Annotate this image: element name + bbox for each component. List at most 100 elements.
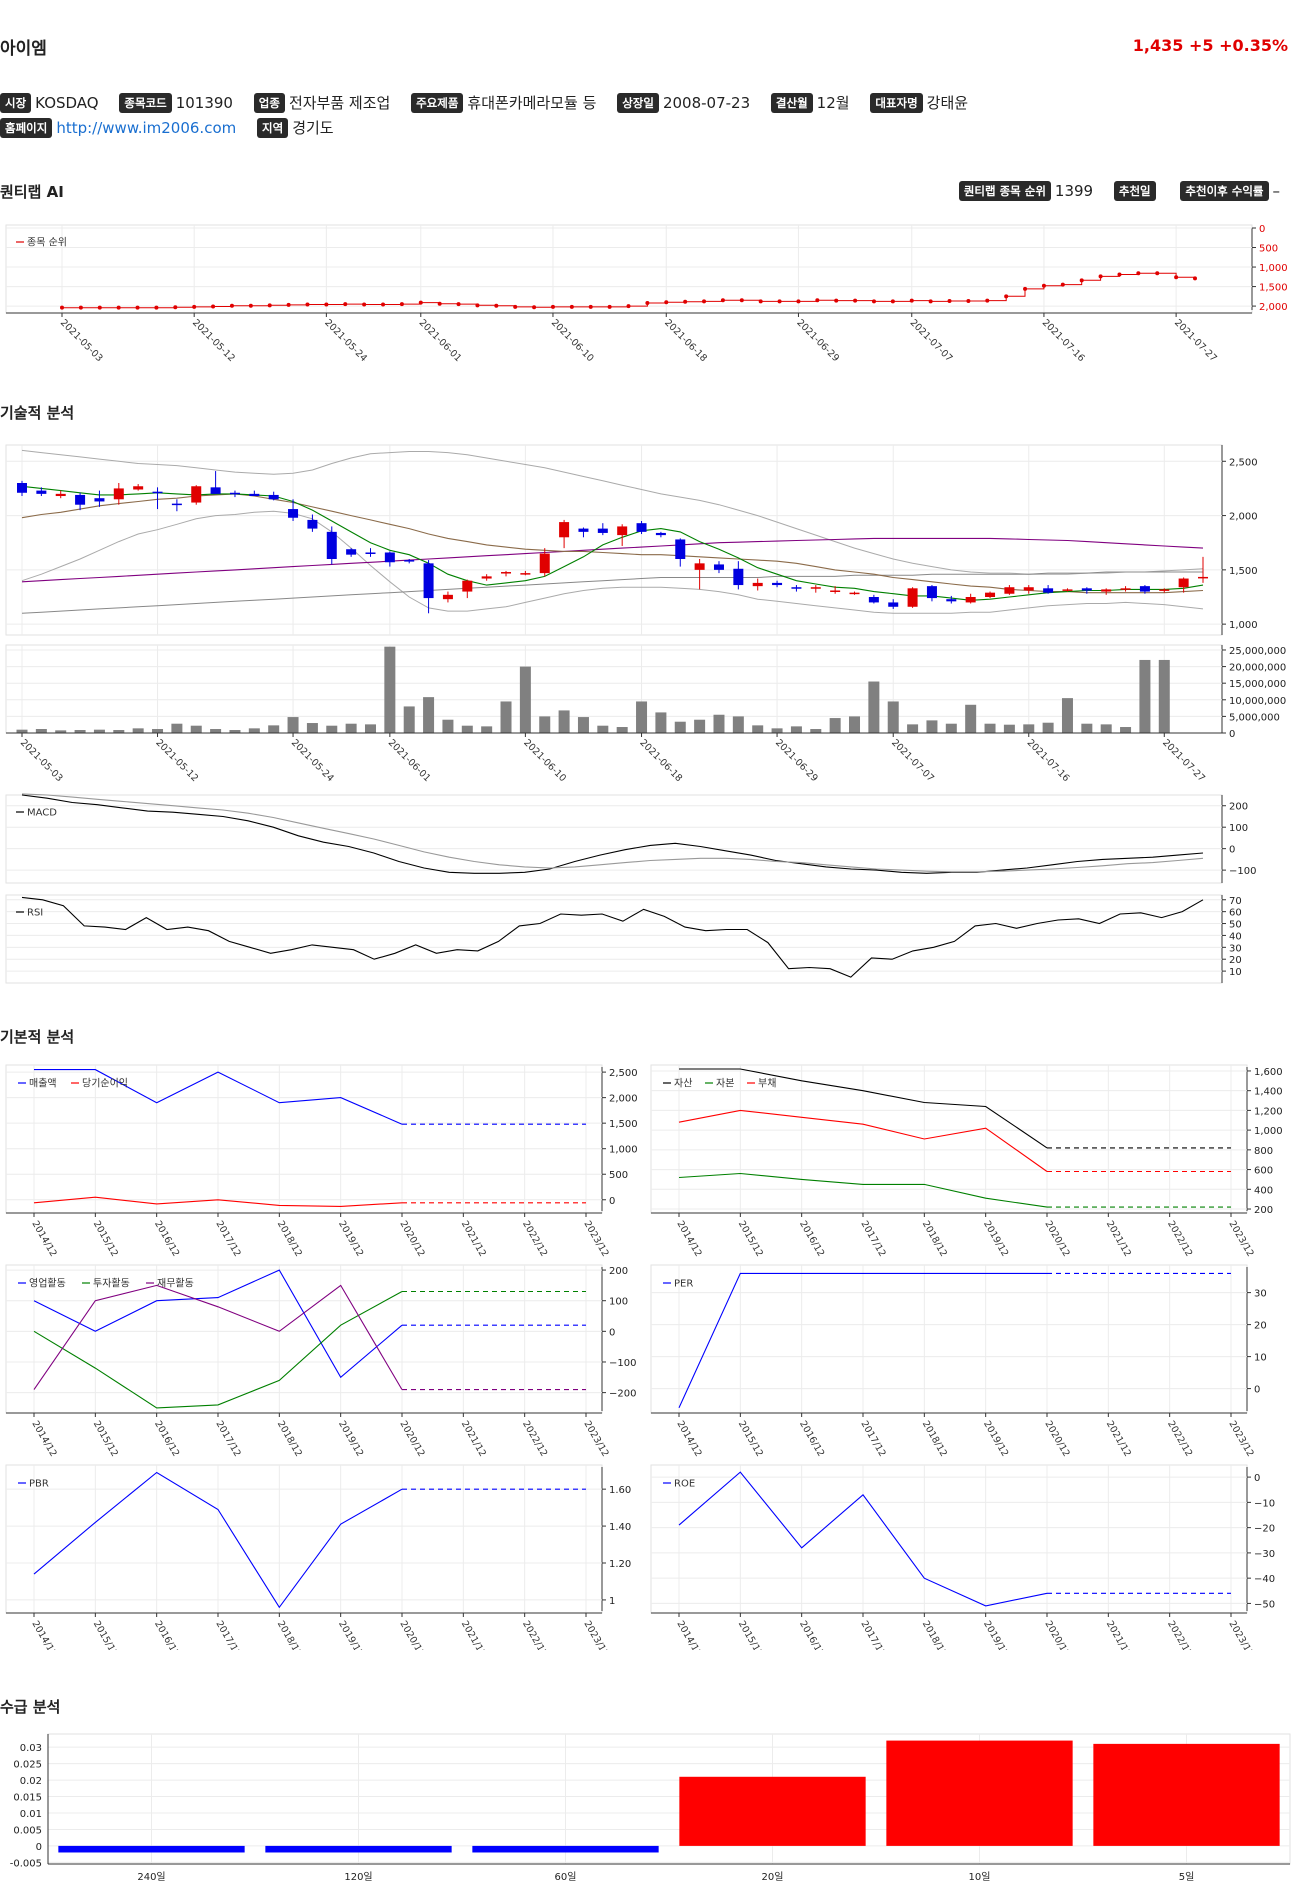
ai-rank-point: [853, 298, 858, 303]
ai-rank-point: [154, 305, 159, 310]
candle-body: [1062, 589, 1073, 591]
roe-y-tick-label: 0: [1254, 1473, 1260, 1484]
candle-body: [868, 597, 879, 603]
ai-rank-point: [286, 302, 291, 307]
pbr-x-label: 2023/12: [581, 1619, 610, 1650]
balance-x-label: 2023/12: [1226, 1219, 1255, 1259]
rec-return-value: –: [1272, 182, 1281, 200]
candle-body: [655, 532, 666, 536]
volume-y-tick-label: 20,000,000: [1229, 663, 1286, 674]
volume-bar: [423, 697, 435, 733]
candle-body: [791, 587, 802, 589]
volume-x-date-label: 2021-07-07: [889, 737, 936, 784]
supply-x-label: 60일: [555, 1871, 577, 1883]
homepage-link[interactable]: http://www.im2006.com: [56, 119, 237, 137]
per-legend-label: PER: [674, 1279, 693, 1290]
candle-body: [288, 509, 299, 518]
ai-rank-point: [702, 299, 707, 304]
per-x-label: 2017/12: [858, 1419, 887, 1459]
cashflow-x-label: 2014/12: [29, 1419, 58, 1459]
volume-y-tick-label: 5,000,000: [1229, 712, 1280, 723]
ai-rank-point: [1174, 275, 1179, 280]
pbr-y-tick-label: 1.60: [609, 1485, 631, 1496]
ai-rank-y-tick-label: 1,000: [1259, 263, 1288, 274]
rsi-plot-area: [5, 894, 1223, 984]
candle-y-tick-label: 2,500: [1229, 457, 1258, 468]
volume-x-date-label: 2021-05-12: [153, 737, 200, 784]
candle-body: [36, 490, 47, 494]
macd-y-tick-label: 200: [1229, 802, 1248, 813]
balance-x-label: 2021/12: [1104, 1219, 1133, 1259]
supply-y-tick-label: 0.025: [13, 1760, 42, 1771]
rsi-line: [21, 896, 1204, 978]
ai-rank-point: [834, 298, 839, 303]
candle-body: [1004, 587, 1015, 594]
ai-rank-point: [494, 303, 499, 308]
volume-plot-area: [5, 644, 1223, 734]
info-row-2: 홈페이지 http://www.im2006.com 지역 경기도: [0, 117, 350, 138]
volume-bar: [597, 725, 609, 733]
volume-y-tick-label: 25,000,000: [1229, 646, 1286, 657]
candle-body: [849, 592, 860, 595]
cashflow-y-tick-label: 0: [609, 1327, 615, 1338]
cashflow-y-tick-label: −100: [609, 1358, 636, 1369]
ai-rank-point: [532, 305, 537, 310]
per-x-label: 2019/12: [981, 1419, 1010, 1459]
volume-bar: [190, 725, 202, 733]
volume-bar: [229, 730, 241, 733]
supply-bar: [886, 1740, 1073, 1846]
candle-body: [442, 594, 453, 600]
homepage-badge: 홈페이지: [0, 118, 53, 138]
sales-y-tick-label: 1,000: [609, 1145, 638, 1156]
volume-bar: [248, 728, 260, 733]
industry-value: 전자부품 제조업: [288, 94, 391, 112]
candle-body: [326, 531, 337, 559]
code-badge: 종목코드: [119, 93, 172, 113]
rank-badge: 퀀티랩 종목 순위: [958, 181, 1051, 201]
volume-bar: [849, 716, 861, 733]
volume-bar: [1003, 724, 1015, 733]
sales-plot-area: [5, 1064, 603, 1214]
per-series-line-0: [678, 1272, 1047, 1409]
volume-bar: [887, 701, 899, 733]
ai-rank-point: [607, 304, 612, 309]
ai-rank-point: [683, 299, 688, 304]
macd-line-0: [21, 794, 1204, 874]
pbr-x-label: 2016/12: [152, 1619, 181, 1650]
rsi-y-tick-label: 40: [1229, 931, 1242, 942]
ai-x-date-label: 2021-06-18: [662, 317, 709, 364]
ai-x-date-label: 2021-07-16: [1040, 317, 1087, 364]
market-badge: 시장: [0, 93, 32, 113]
roe-x-label: 2023/12: [1226, 1619, 1255, 1650]
candle-body: [733, 568, 744, 586]
volume-x-date-label: 2021-07-16: [1025, 737, 1072, 784]
balance-x-label: 2016/12: [797, 1219, 826, 1259]
volume-bar: [1139, 659, 1151, 733]
ai-rank-y-tick-label: 1,500: [1259, 283, 1288, 294]
rsi-y-tick-label: 50: [1229, 920, 1242, 931]
candle-body: [229, 492, 240, 495]
balance-x-label: 2018/12: [920, 1219, 949, 1259]
volume-bar: [1120, 727, 1132, 733]
ai-rank-point: [664, 300, 669, 305]
volume-bar: [364, 724, 376, 733]
cashflow-x-label: 2017/12: [213, 1419, 242, 1459]
section-title-fundamental: 기본적 분석: [0, 1028, 75, 1046]
candle-body: [617, 526, 628, 536]
roe-y-tick-label: −40: [1254, 1574, 1275, 1585]
sales-x-label: 2020/12: [397, 1219, 426, 1259]
ai-rank-legend-label: 종목 순위: [27, 236, 67, 249]
section-title-ai: 퀀티랩 AI: [0, 183, 64, 201]
cashflow-y-tick-label: 200: [609, 1266, 628, 1277]
ai-x-date-label: 2021-05-24: [322, 317, 369, 364]
volume-bar: [268, 725, 280, 733]
rsi-y-tick-label: 70: [1229, 896, 1242, 907]
candle-body: [907, 588, 918, 607]
candle-body: [830, 590, 841, 592]
ai-rank-point: [1136, 271, 1141, 276]
settle-badge: 결산월: [770, 93, 813, 113]
product-badge: 주요제품: [411, 93, 464, 113]
candle-body: [75, 494, 86, 505]
candle-body: [1043, 588, 1054, 593]
volume-bar: [113, 730, 125, 733]
